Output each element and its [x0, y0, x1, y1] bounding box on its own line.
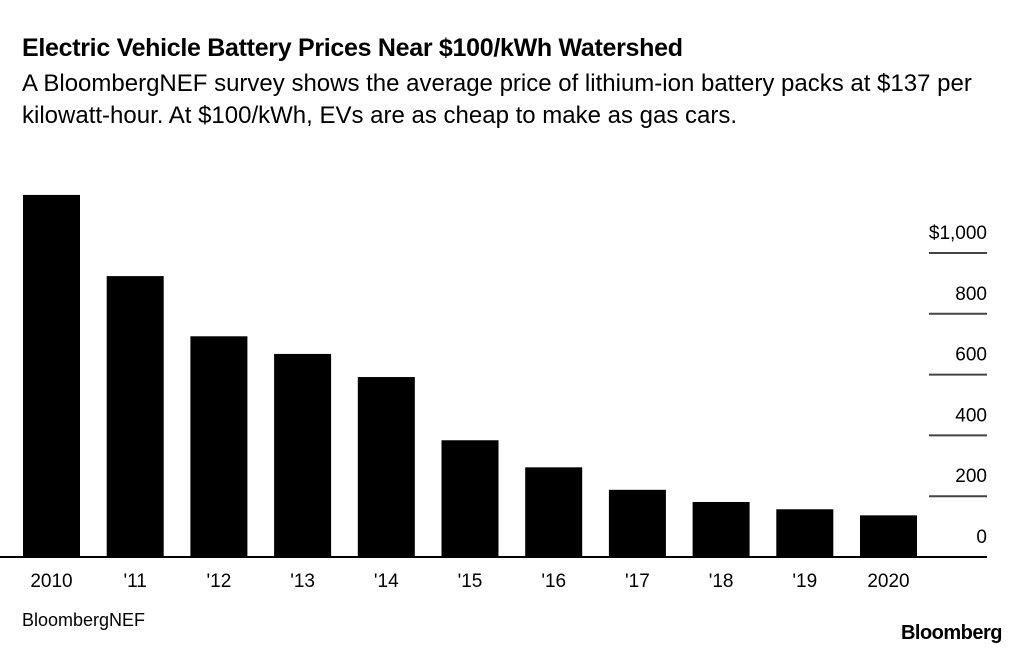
x-tick-label: '11: [124, 571, 147, 592]
x-tick-label: '12: [207, 571, 232, 592]
x-tick-label: '19: [792, 571, 817, 592]
y-tick-label: 800: [955, 284, 987, 305]
bar-12: [190, 336, 248, 557]
y-tick-label: 400: [955, 405, 987, 426]
y-tick-label: 0: [976, 527, 987, 548]
bar-14: [357, 377, 415, 557]
chart-subtitle: A BloombergNEF survey shows the average …: [22, 70, 972, 129]
bar-13: [274, 353, 332, 557]
bar-2010: [23, 194, 80, 557]
bar-19: [776, 509, 834, 557]
bar-15: [441, 440, 499, 557]
x-tick-label: '18: [709, 571, 734, 592]
bar-16: [525, 467, 583, 557]
chart-title: Electric Vehicle Battery Prices Near $10…: [22, 34, 683, 62]
bloomberg-logo: Bloomberg: [900, 622, 1003, 644]
y-tick-label: 200: [955, 466, 987, 487]
x-tick-label: '13: [290, 571, 315, 592]
x-tick-label: '17: [625, 571, 650, 592]
y-tick-label: $1,000: [929, 223, 987, 244]
bar-18: [692, 501, 750, 557]
x-tick-label: '15: [458, 571, 483, 592]
x-tick-label: 2020: [867, 571, 909, 592]
source-label: BloombergNEF: [22, 610, 146, 630]
x-tick-label: '16: [541, 571, 566, 592]
bar-17: [608, 489, 666, 557]
bar-2020: [860, 515, 917, 557]
x-tick-label: 2010: [30, 571, 72, 592]
bar-11: [106, 276, 164, 557]
x-tick-label: '14: [374, 571, 399, 592]
y-tick-label: 600: [955, 345, 987, 366]
